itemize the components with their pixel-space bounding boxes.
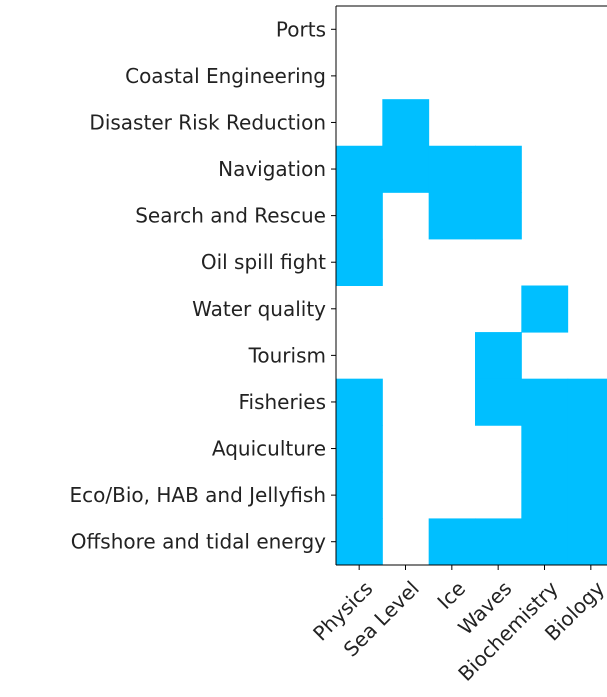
heatmap-cell-search-and-rescue-ice [428, 192, 476, 240]
heatmap-cell-aquiculture-biology [567, 425, 607, 473]
heatmap-cell-disaster-risk-reduction-sea-level [382, 99, 430, 147]
y-tick-label-aquiculture: Aquiculture [212, 437, 326, 461]
heatmap-cells [336, 99, 607, 566]
heatmap-cell-offshore-and-tidal-energy-biology [567, 518, 607, 566]
heatmap-cell-fisheries-waves [475, 378, 522, 426]
heatmap-cell-water-quality-biochemistry [521, 285, 569, 333]
y-tick-label-eco-bio-hab-and-jellyfish: Eco/Bio, HAB and Jellyfish [70, 483, 326, 507]
heatmap-cell-oil-spill-fight-physics [336, 238, 383, 286]
heatmap-cell-navigation-sea-level [382, 145, 430, 193]
heatmap-cell-fisheries-physics [336, 378, 383, 426]
heatmap-cell-offshore-and-tidal-energy-biochemistry [521, 518, 569, 566]
heatmap-cell-navigation-waves [475, 145, 522, 193]
heatmap-cell-navigation-ice [428, 145, 476, 193]
heatmap-cell-offshore-and-tidal-energy-waves [475, 518, 522, 566]
y-tick-label-ports: Ports [276, 17, 326, 41]
heatmap-cell-offshore-and-tidal-energy-physics [336, 518, 383, 566]
y-tick-label-water-quality: Water quality [192, 297, 326, 321]
heatmap-cell-search-and-rescue-physics [336, 192, 383, 240]
x-tick-label-ice: Ice [432, 576, 470, 614]
y-tick-label-coastal-engineering: Coastal Engineering [125, 64, 326, 88]
y-tick-label-search-and-rescue: Search and Rescue [135, 204, 326, 228]
heatmap-cell-aquiculture-physics [336, 425, 383, 473]
y-tick-label-offshore-and-tidal-energy: Offshore and tidal energy [71, 530, 326, 554]
y-tick-label-fisheries: Fisheries [238, 390, 326, 414]
heatmap-cell-fisheries-biology [567, 378, 607, 426]
y-tick-label-navigation: Navigation [218, 157, 326, 181]
y-tick-label-oil-spill-fight: Oil spill fight [201, 250, 326, 274]
heatmap-cell-eco-bio-hab-and-jellyfish-physics [336, 471, 383, 519]
heatmap-cell-fisheries-biochemistry [521, 378, 569, 426]
heatmap-cell-tourism-waves [475, 332, 522, 380]
heatmap-cell-search-and-rescue-waves [475, 192, 522, 240]
heatmap-cell-aquiculture-biochemistry [521, 425, 569, 473]
heatmap-cell-eco-bio-hab-and-jellyfish-biochemistry [521, 471, 569, 519]
heatmap-cell-navigation-physics [336, 145, 383, 193]
heatmap-cell-eco-bio-hab-and-jellyfish-biology [567, 471, 607, 519]
axis-frame [335, 5, 607, 566]
y-tick-label-disaster-risk-reduction: Disaster Risk Reduction [89, 110, 326, 134]
y-tick-label-tourism: Tourism [248, 343, 326, 367]
heatmap-cell-offshore-and-tidal-energy-ice [428, 518, 476, 566]
y-axis-ticks: Ports Coastal Engineering Disaster Risk Re… [70, 17, 336, 554]
